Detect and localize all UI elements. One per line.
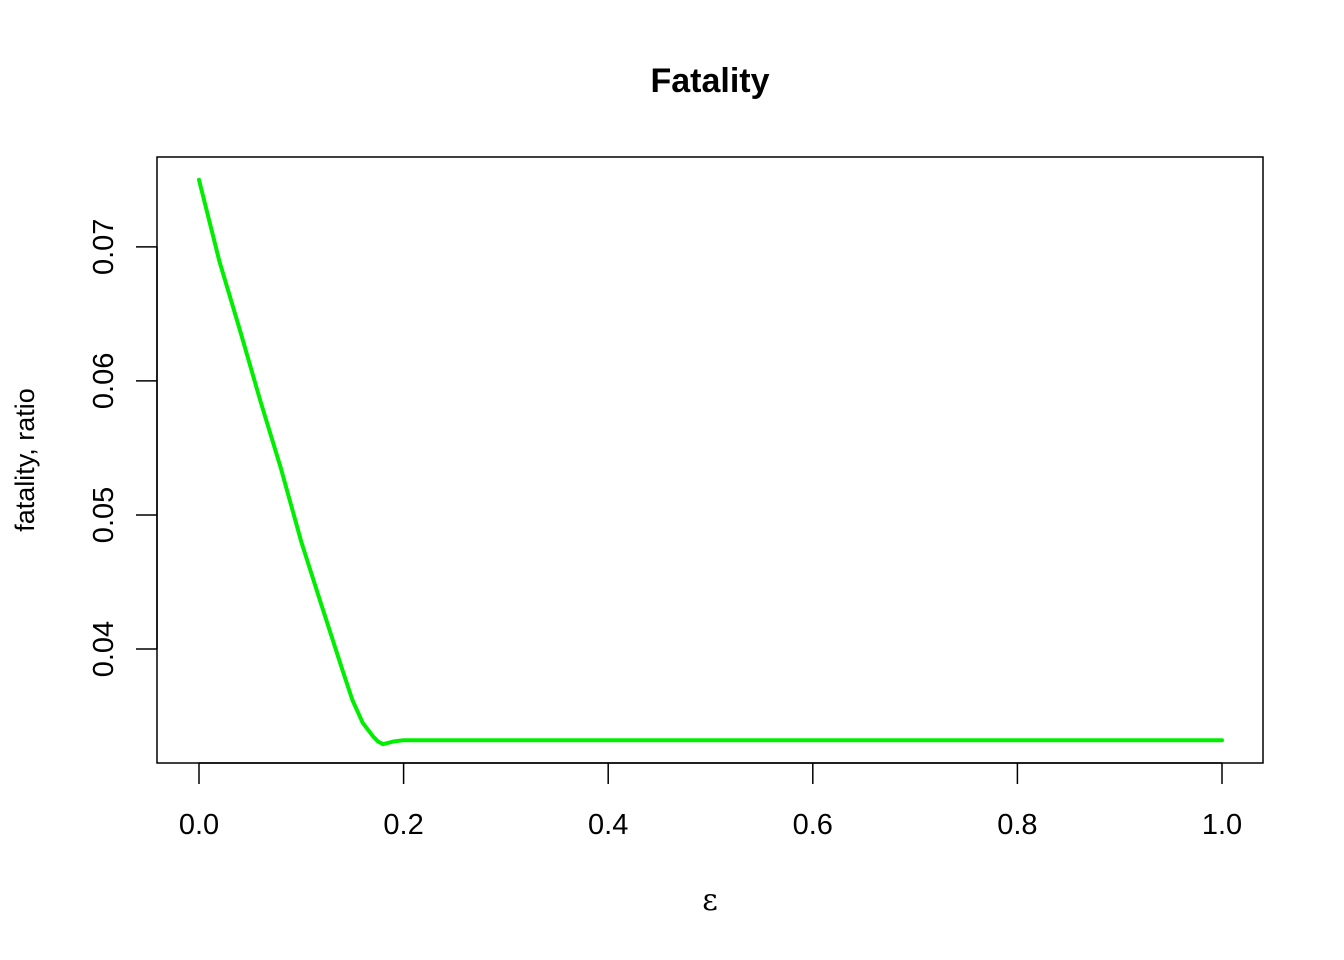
y-tick-label: 0.07 — [88, 219, 120, 275]
x-tick-label: 0.4 — [588, 809, 628, 841]
chart-title: Fatality — [650, 62, 769, 100]
y-axis-label: fatality, ratio — [10, 388, 40, 532]
y-tick-label: 0.04 — [88, 621, 120, 677]
series-line — [197, 177, 1224, 747]
x-axis: 0.0 0.2 0.4 0.6 0.8 1.0 — [179, 762, 1242, 841]
y-tick-label: 0.05 — [88, 487, 120, 543]
x-tick-label: 0.2 — [383, 809, 423, 841]
y-tick-label: 0.06 — [88, 353, 120, 409]
x-axis-label: ε — [702, 883, 718, 918]
x-tick-label: 0.6 — [793, 809, 833, 841]
series-layer — [197, 177, 1224, 747]
plot-frame — [156, 156, 1264, 764]
x-tick-label: 0.8 — [997, 809, 1037, 841]
y-axis: 0.04 0.05 0.06 0.07 — [88, 219, 158, 677]
x-tick-label: 0.0 — [179, 809, 219, 841]
x-tick-label: 1.0 — [1202, 809, 1242, 841]
